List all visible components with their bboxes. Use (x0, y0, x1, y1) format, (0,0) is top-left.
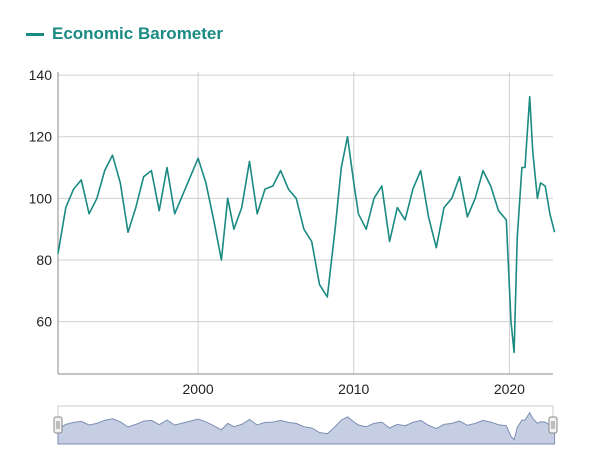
x-tick-label: 2000 (183, 381, 214, 397)
y-tick-label: 80 (36, 252, 52, 268)
y-tick-label: 120 (29, 129, 53, 145)
y-tick-label: 140 (29, 67, 53, 83)
legend[interactable]: Economic Barometer (26, 22, 223, 46)
legend-label: Economic Barometer (52, 24, 223, 43)
navigator-handle-left[interactable] (53, 416, 63, 434)
y-tick-label: 60 (36, 314, 52, 330)
legend-line-swatch (26, 32, 44, 36)
navigator-handle-right[interactable] (548, 416, 558, 434)
x-tick-label: 2020 (494, 381, 525, 397)
navigator-series-area (57, 411, 556, 445)
x-tick-label: 2010 (338, 381, 369, 397)
series-line-economic-barometer (57, 95, 556, 354)
y-tick-label: 100 (29, 190, 53, 206)
